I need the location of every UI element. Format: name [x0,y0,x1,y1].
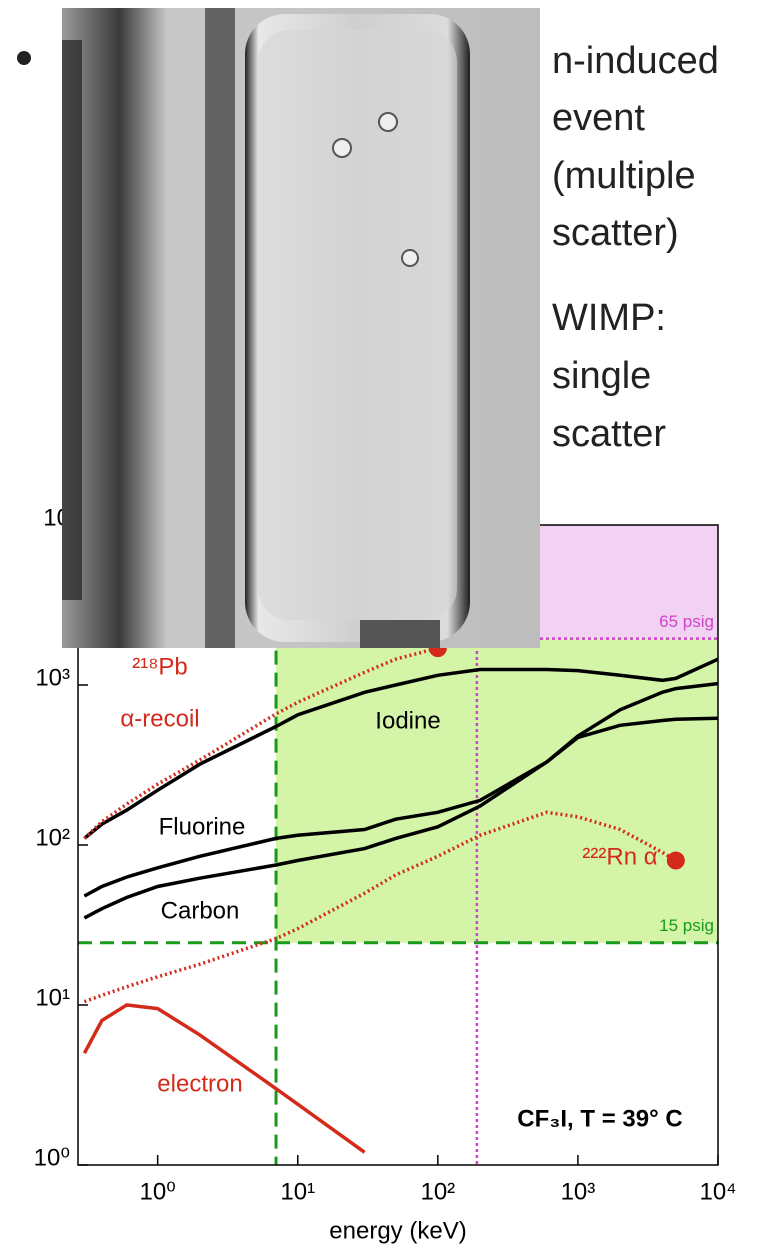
bullet-line: (multiple [552,155,696,197]
annotation: ²²²Rn α [582,843,657,870]
bullet-line: scatter [552,413,666,455]
x-tick-label: 10⁴ [699,1178,736,1205]
bullet-line: scatter) [552,212,679,254]
x-axis-label: energy (keV) [329,1217,466,1244]
threshold-label: 65 psig [659,612,714,631]
y-tick-label: 10⁰ [34,1144,70,1171]
bullet-line: WIMP: [552,297,666,339]
bullet-line: n-induced [552,40,719,82]
bullet-text: n-induced event (multiple scatter) WIMP: sing… [552,40,719,455]
annotation: Fluorine [159,813,246,840]
annotation: ²¹⁸Pb [132,653,187,680]
threshold-label: 15 psig [659,916,714,935]
x-tick-label: 10² [420,1178,455,1205]
x-tick-label: 10⁰ [139,1178,175,1205]
end-marker [666,851,685,870]
bullet-line: event [552,97,645,139]
plot: 15 psig 65 psig 10⁰ 10¹ 10² 10³ 10⁴ 10⁰ 10¹ 10² 10… [34,504,737,1244]
y-tick-label: 10¹ [35,984,70,1011]
series-line [83,681,718,898]
annotation: Iodine [375,707,440,734]
annotation: electron [157,1070,242,1097]
series-line [82,1003,366,1154]
annotation: α-recoil [120,705,199,732]
bullet-line: single [552,355,651,397]
annotation: Carbon [161,897,240,924]
photo [62,8,540,648]
x-tick-label: 10³ [561,1178,596,1205]
series-line [83,716,718,920]
annotation: CF₃I, T = 39° C [517,1105,682,1132]
series-line [83,810,677,1004]
bullet [17,51,31,65]
y-tick-label: 10² [35,824,70,851]
y-tick-label: 10³ [35,664,70,691]
x-tick-label: 10¹ [280,1178,315,1205]
series-line [83,657,718,840]
